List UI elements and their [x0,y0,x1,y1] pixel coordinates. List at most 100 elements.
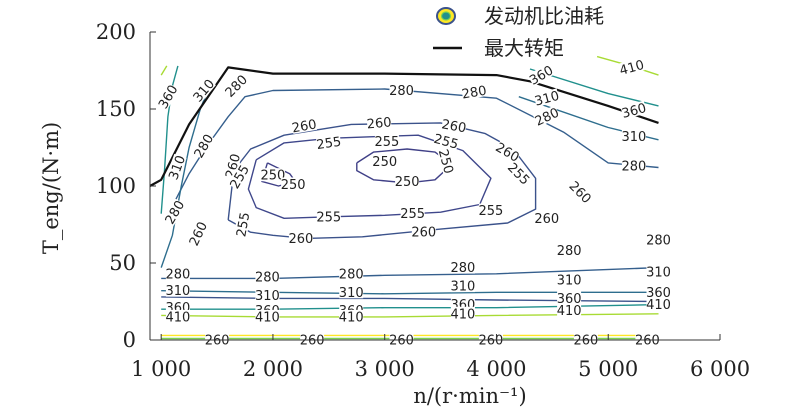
x-tick-label-0: 1 000 [131,357,191,381]
contour-label-19: 250 [435,147,457,176]
max-torque-line [149,66,659,187]
contour-label-text: 310 [166,154,189,182]
contour-label-37: 360 [620,100,648,122]
contour-label-bg [557,303,582,317]
contour-label-bg [557,243,582,257]
contour-label-text: 410 [255,310,280,325]
contour-label-46: 310 [255,288,280,304]
contour-label-text: 255 [316,135,343,153]
contour-label-text: 250 [395,175,420,190]
contour-label-bg [400,206,425,220]
contour-label-text: 250 [281,178,306,193]
contour-label-28: 260 [411,225,436,241]
contour-line-310-9 [161,290,659,295]
contour-label-text: 260 [635,334,660,349]
contour-label-bg [255,309,280,323]
y-tick-label-3: 150 [96,97,136,121]
contour-label-bg [165,309,190,323]
y-tick-label-0: 0 [123,328,136,352]
contour-label-text: 260 [205,334,230,349]
contour-label-bg [233,211,251,238]
contour-label-bg [339,266,364,280]
contour-label-bg [557,272,582,286]
contour-label-41: 280 [339,266,364,282]
contour-label-bg [291,116,318,134]
contour-label-text: 310 [450,280,475,295]
contour-label-text: 280 [163,198,188,227]
contour-label-text: 280 [557,244,582,259]
legend: 发动机比油耗 最大转矩 [433,4,604,60]
contour-label-bg [618,57,645,77]
contour-label-bg [411,225,436,239]
contour-line-280-6 [161,266,659,280]
contour-label-64: 260 [300,333,325,349]
contour-label-text: 255 [234,211,253,238]
y-axis-title: T_eng/(N·m) [39,122,63,254]
contour-label-bg [374,134,399,148]
contour-label-63: 260 [205,333,230,349]
contour-label-bg [621,159,646,172]
contour-label-bg [162,198,186,226]
contour-line-410-15 [160,65,168,76]
contour-label-text: 360 [620,101,648,122]
contour-label-bg [567,178,594,205]
contour-label-text: 260 [389,334,414,349]
contour-label-30: 280 [389,83,414,99]
contour-label-text: 310 [339,286,364,301]
contour-label-bg [450,306,475,320]
contour-label-bg [316,209,341,223]
contour-label-text: 410 [339,310,364,325]
contour-label-11: 255 [233,211,253,238]
contour-label-text: 310 [533,89,561,110]
contour-label-bg [389,83,414,97]
contour-label-bg [339,285,364,299]
contour-label-bg [646,285,671,299]
contour-label-65: 260 [389,333,414,349]
contour-label-bg [191,132,215,160]
contour-label-14: 260 [366,114,392,132]
contour-label-text: 280 [165,267,190,282]
contour-label-66: 260 [478,333,503,349]
contour-label-62: 410 [646,297,671,313]
contour-label-bg [441,116,468,134]
contour-label-bg [478,203,503,217]
contour-label-text: 280 [450,261,475,276]
contour-label-text: 310 [557,273,582,288]
contour-label-bg [166,153,187,181]
contour-label-bg [190,76,216,104]
contour-label-bg [288,231,313,245]
contour-label-bg [437,147,457,175]
contour-label-58: 410 [255,309,280,325]
contour-label-bg [395,174,420,188]
contour-label-text: 260 [366,115,392,132]
contour-label-56: 360 [646,285,671,301]
contour-label-bg [260,168,285,182]
contour-label-39: 280 [165,266,190,282]
contour-label-bg [186,219,209,248]
x-tick-label-3: 4 000 [466,357,526,381]
contour-label-bg [281,177,306,191]
contour-label-bg [339,309,364,323]
contour-label-45: 310 [165,283,190,299]
contour-label-bg [494,140,522,164]
contour-label-text: 260 [440,117,467,136]
contour-label-text: 260 [534,212,559,227]
contour-label-bg [557,291,582,305]
contour-label-text: 260 [291,117,318,136]
contour-label-60: 410 [450,306,475,322]
contour-label-bg [506,160,533,187]
contour-label-text: 410 [618,58,646,79]
contour-label-text: 280 [461,84,488,103]
legend-item-sfc: 发动机比油耗 [436,4,604,28]
contour-label-text: 260 [300,334,325,349]
contour-label-text: 360 [557,292,582,307]
contour-label-bg [433,131,460,151]
contour-label-47: 310 [339,285,364,301]
contour-label-bg [255,288,280,302]
y-tick-label-4: 200 [96,20,136,44]
contour-label-text: 310 [621,130,646,145]
contour-label-bg [646,297,671,311]
legend-max-torque-label: 最大转矩 [484,36,564,60]
x-tick-label-4: 5 000 [578,357,638,381]
